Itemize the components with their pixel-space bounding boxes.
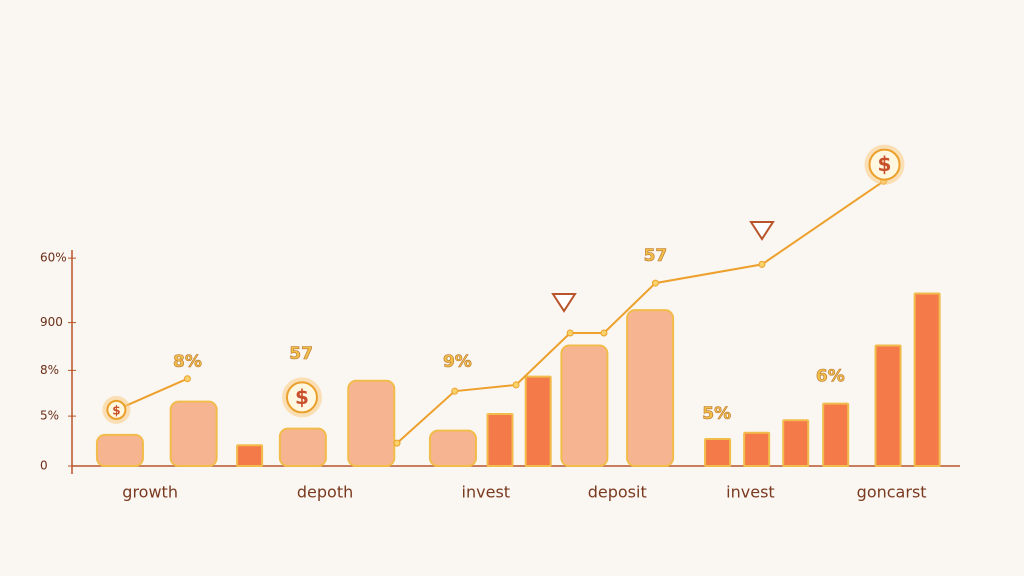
bar: [704, 437, 732, 468]
coin-symbol: $: [295, 385, 309, 409]
bar: [236, 444, 264, 468]
x-category-label: invest: [726, 483, 775, 502]
y-tick-label: 900: [40, 315, 63, 329]
x-category-label: invest: [462, 483, 511, 502]
bar: [524, 375, 552, 467]
bar: [913, 292, 941, 467]
line-point: [512, 381, 520, 389]
annotation: 6%: [816, 367, 845, 387]
bar: [428, 429, 477, 467]
annotation: 57: [644, 246, 668, 266]
x-category-label: depoth: [297, 483, 353, 502]
coin-badge: [868, 148, 901, 181]
bar: [95, 433, 144, 468]
bar: [347, 379, 396, 467]
annotation: 57: [289, 344, 313, 364]
bar: [486, 413, 514, 467]
coin-symbol: $: [112, 403, 120, 417]
annotation: 5%: [702, 404, 731, 424]
coin-badge: [106, 399, 127, 420]
line-point: [393, 439, 401, 447]
bar: [278, 427, 327, 468]
bar: [743, 431, 771, 467]
y-tick-label: 8%: [40, 363, 59, 377]
bar: [822, 402, 850, 467]
line-point: [183, 375, 191, 383]
bar: [874, 344, 902, 468]
triangle-icon: [551, 293, 577, 313]
coin-symbol: $: [878, 152, 892, 176]
coin-badge: [285, 381, 318, 414]
bar: [169, 400, 218, 468]
y-tick-label: 5%: [40, 409, 59, 423]
annotation: 8%: [173, 352, 202, 372]
bar: [626, 309, 675, 467]
x-category-label: deposit: [588, 483, 647, 502]
x-category-label: growth: [122, 483, 178, 502]
trend-line: [396, 180, 885, 444]
line-point: [758, 260, 766, 268]
line-point: [566, 329, 574, 337]
triangle-icon: [749, 221, 775, 241]
line-point: [651, 279, 659, 287]
bar: [782, 419, 810, 467]
y-tick-label: 0: [40, 459, 48, 473]
line-point: [600, 329, 608, 337]
x-category-label: goncarst: [857, 483, 927, 502]
line-point: [451, 387, 459, 395]
annotation: 9%: [443, 352, 472, 372]
y-tick-label: 60%: [40, 251, 67, 265]
bar: [560, 344, 609, 468]
